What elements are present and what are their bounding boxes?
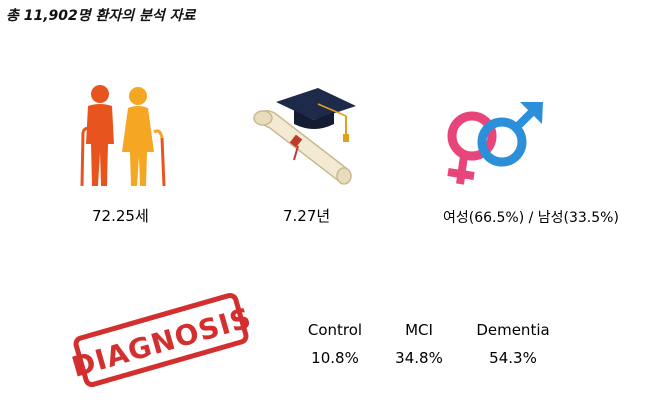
elderly-couple-icon <box>80 85 166 187</box>
education-value: 7.27년 <box>283 207 331 225</box>
page-title: 총 11,902명 환자의 분석 자료 <box>6 8 196 24</box>
graduation-diploma-icon <box>253 88 356 185</box>
diagnosis-label-dementia: Dementia <box>476 321 550 339</box>
diagnosis-value-dementia: 54.3% <box>489 349 537 367</box>
age-value: 72.25세 <box>92 207 149 225</box>
diagnosis-stamp-icon: DIAGNOSIS <box>68 292 254 388</box>
diagnosis-label-control: Control <box>307 321 363 339</box>
gender-symbols-icon <box>447 102 543 185</box>
diagnosis-value-mci: 34.8% <box>395 349 443 367</box>
diagnosis-label-mci: MCI <box>405 321 433 339</box>
gender-value: 여성(66.5%) / 남성(33.5%) <box>443 210 619 226</box>
diagnosis-value-control: 10.8% <box>311 349 359 367</box>
